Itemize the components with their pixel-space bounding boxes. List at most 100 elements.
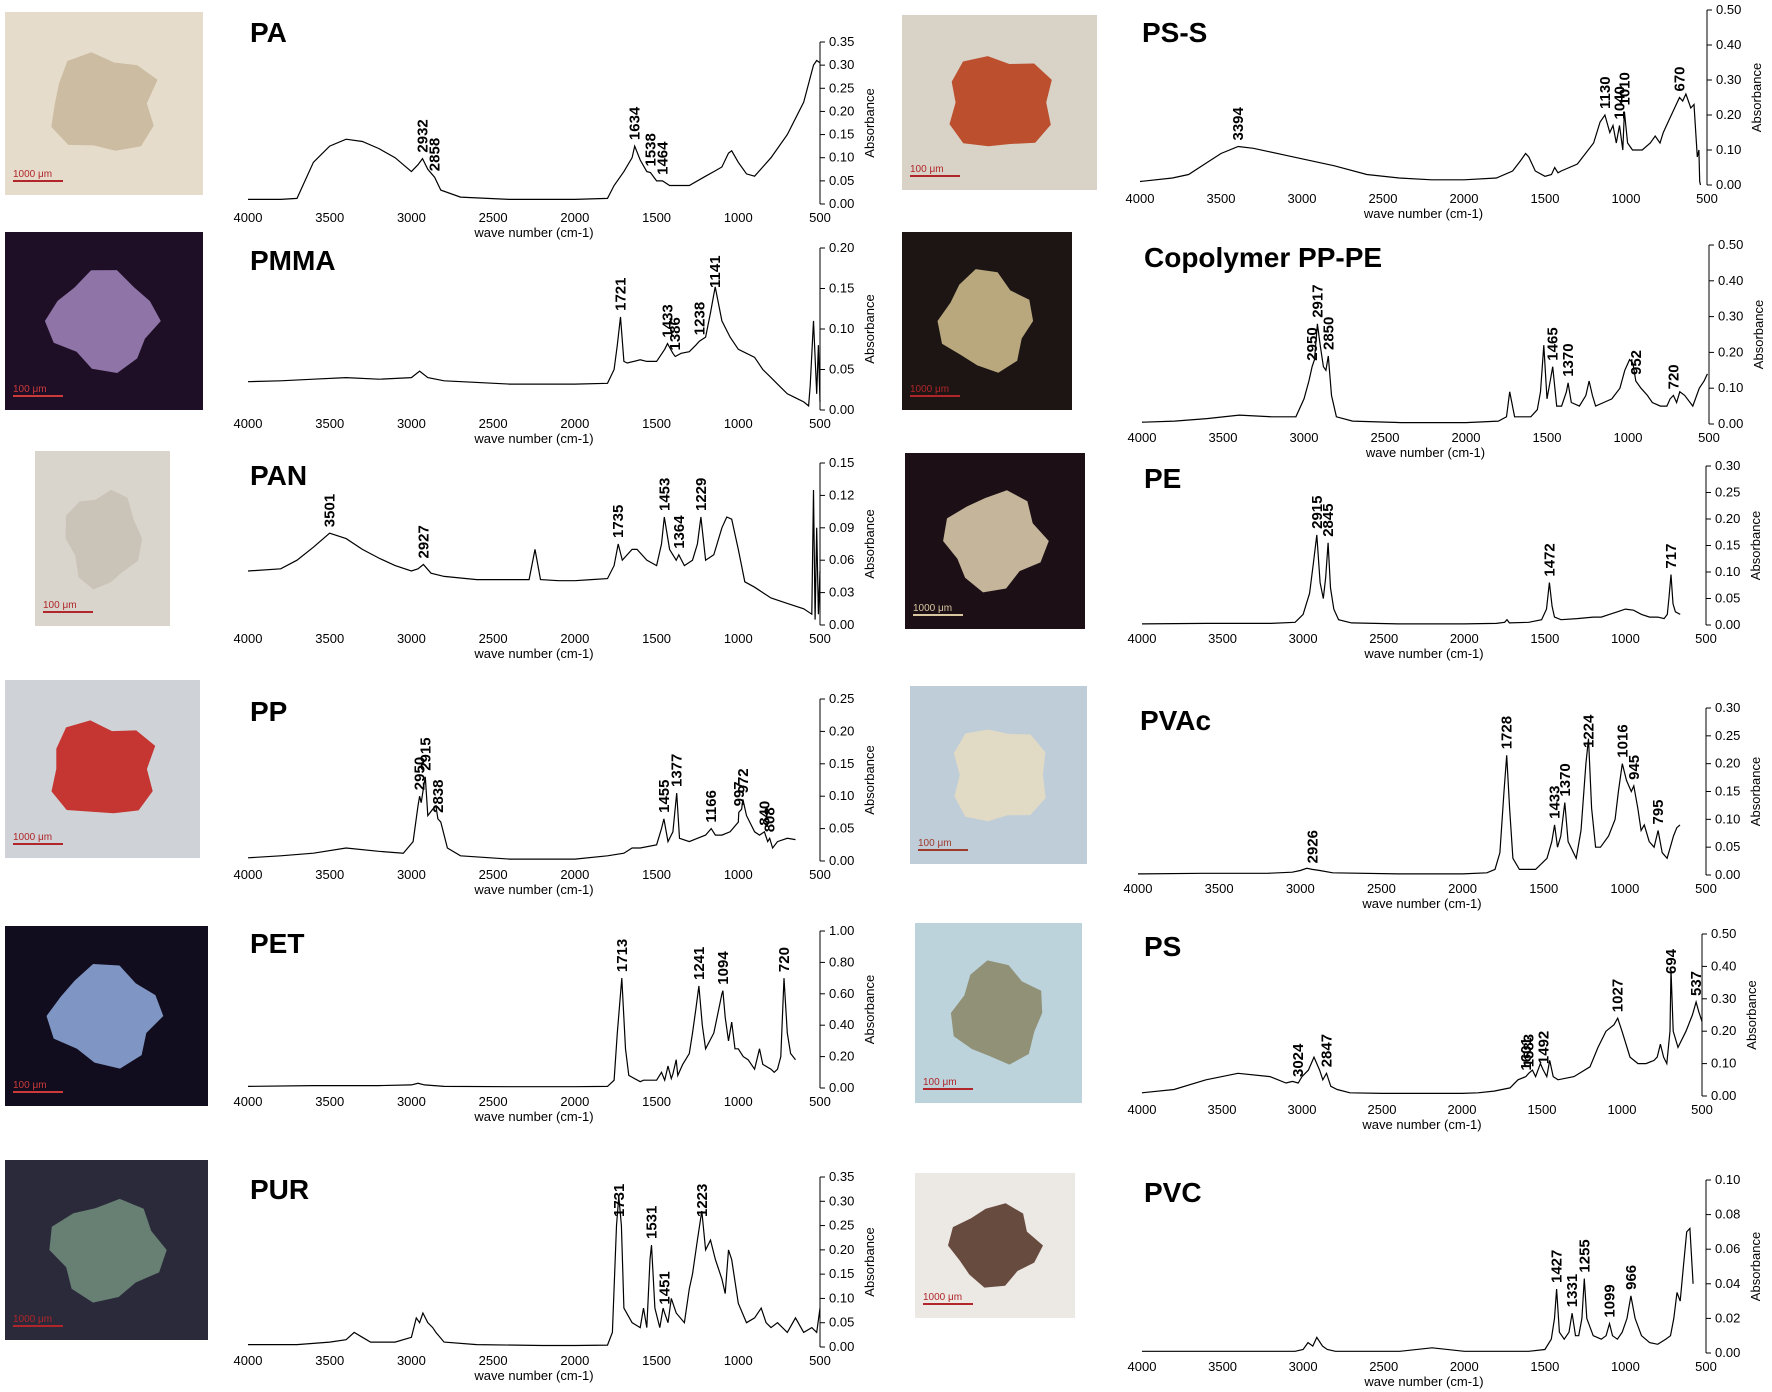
x-tick-label: 3000 bbox=[397, 1353, 426, 1368]
micrograph-pp: 1000 μm bbox=[5, 680, 200, 858]
peak-label: 1731 bbox=[611, 1184, 628, 1217]
x-tick-label: 3500 bbox=[1208, 1102, 1237, 1117]
micrograph-pet: 100 μm bbox=[5, 926, 208, 1106]
panel-title: PVC bbox=[1144, 1177, 1202, 1208]
y-tick-label: 0.05 bbox=[1715, 591, 1740, 606]
y-axis-label: Absorbance bbox=[1751, 300, 1766, 369]
x-tick-label: 3000 bbox=[1289, 631, 1318, 646]
micrograph-pa: 1000 μm bbox=[5, 12, 203, 195]
micrograph-copolymer-pp-pe: 1000 μm bbox=[902, 232, 1072, 410]
y-axis-label: Absorbance bbox=[862, 745, 877, 814]
spectrum-line bbox=[247, 286, 821, 408]
x-tick-label: 3000 bbox=[1286, 881, 1315, 896]
y-tick-label: 0.10 bbox=[1715, 564, 1740, 579]
x-axis-label: wave number (cm-1) bbox=[1363, 206, 1483, 221]
x-axis-label: wave number (cm-1) bbox=[473, 882, 593, 897]
y-axis-label: Absorbance bbox=[862, 975, 877, 1044]
y-axis-label: Absorbance bbox=[1749, 63, 1764, 132]
particle-shape bbox=[949, 56, 1052, 147]
micrograph-pe: 1000 μm bbox=[905, 453, 1085, 629]
x-tick-label: 500 bbox=[1695, 881, 1717, 896]
scale-bar-label: 1000 μm bbox=[13, 1314, 52, 1325]
y-tick-label: 0.10 bbox=[1716, 142, 1741, 157]
x-tick-label: 3000 bbox=[397, 631, 426, 646]
peak-label: 670 bbox=[1672, 66, 1689, 91]
spectrum-chart-pet: PET 0.00 0.20 0.40 0.60 0.80 1.00 Absorbance 400… bbox=[234, 923, 877, 1124]
y-tick-label: 0.08 bbox=[1715, 1207, 1740, 1222]
x-tick-label: 3500 bbox=[1208, 1359, 1237, 1374]
y-tick-label: 0.00 bbox=[829, 196, 854, 211]
x-tick-label: 1500 bbox=[642, 631, 671, 646]
x-tick-label: 4000 bbox=[1126, 191, 1155, 206]
y-tick-label: 0.20 bbox=[1711, 1023, 1736, 1038]
panel-title: PP bbox=[250, 696, 287, 727]
spectrum-line bbox=[247, 489, 821, 620]
spectrum-line bbox=[1142, 1226, 1694, 1352]
panel-title: PAN bbox=[250, 460, 307, 491]
peak-label: 808 bbox=[762, 807, 779, 832]
x-tick-label: 1000 bbox=[1612, 191, 1641, 206]
x-tick-label: 3500 bbox=[1208, 631, 1237, 646]
peak-label: 1601 bbox=[1518, 1037, 1535, 1070]
spectrum-chart-pmma: PMMA 0.00 0.05 0.10 0.15 0.20 Absorbance 4000 35… bbox=[234, 240, 877, 446]
x-tick-label: 4000 bbox=[234, 1353, 263, 1368]
x-tick-label: 2000 bbox=[560, 631, 589, 646]
y-axis-label: Absorbance bbox=[862, 294, 877, 363]
x-tick-label: 4000 bbox=[1128, 1102, 1157, 1117]
y-tick-label: 0.15 bbox=[829, 281, 854, 296]
x-tick-label: 2000 bbox=[560, 210, 589, 225]
x-tick-label: 1000 bbox=[1610, 881, 1639, 896]
x-tick-label: 4000 bbox=[1128, 1359, 1157, 1374]
x-tick-label: 1000 bbox=[724, 867, 753, 882]
x-tick-label: 2500 bbox=[479, 1353, 508, 1368]
x-tick-label: 1500 bbox=[1528, 1102, 1557, 1117]
y-tick-label: 0.30 bbox=[1711, 991, 1736, 1006]
y-tick-label: 0.12 bbox=[829, 487, 854, 502]
scale-bar-label: 100 μm bbox=[910, 164, 944, 175]
spectrum-chart-copolymer-pp-pe: Copolymer PP-PE 0.00 0.10 0.20 0.30 0.40 0.50 A… bbox=[1128, 237, 1766, 460]
panel-title: PVAc bbox=[1140, 705, 1211, 736]
x-axis-label: wave number (cm-1) bbox=[473, 1109, 593, 1124]
peak-label: 1331 bbox=[1564, 1274, 1581, 1307]
peak-label: 2850 bbox=[1320, 317, 1337, 350]
particle-shape bbox=[44, 270, 161, 373]
x-tick-label: 1000 bbox=[1608, 1102, 1637, 1117]
peak-label: 1241 bbox=[691, 947, 708, 980]
x-tick-label: 1500 bbox=[1533, 430, 1562, 445]
x-tick-label: 3000 bbox=[1289, 1359, 1318, 1374]
spectrum-chart-pe: PE 0.00 0.05 0.10 0.15 0.20 0.25 0.30 Absorbance… bbox=[1128, 458, 1763, 661]
y-tick-label: 0.25 bbox=[829, 1218, 854, 1233]
y-tick-label: 0.25 bbox=[1715, 485, 1740, 500]
peak-label: 1464 bbox=[655, 141, 672, 175]
y-tick-label: 0.30 bbox=[1715, 700, 1740, 715]
x-tick-label: 1000 bbox=[724, 1353, 753, 1368]
x-tick-label: 3500 bbox=[315, 1094, 344, 1109]
x-tick-label: 3500 bbox=[315, 210, 344, 225]
scale-bar-label: 100 μm bbox=[13, 384, 47, 395]
x-tick-label: 1000 bbox=[724, 1094, 753, 1109]
spectrum-line bbox=[248, 1196, 821, 1347]
x-tick-label: 2000 bbox=[1450, 191, 1479, 206]
x-tick-label: 2500 bbox=[1367, 881, 1396, 896]
particle-shape bbox=[51, 720, 156, 814]
y-tick-label: 0.30 bbox=[1715, 458, 1740, 473]
y-tick-label: 0.15 bbox=[1715, 784, 1740, 799]
peak-label: 1130 bbox=[1597, 76, 1614, 109]
peak-label: 1141 bbox=[707, 255, 724, 288]
scale-bar-label: 1000 μm bbox=[913, 603, 952, 614]
y-tick-label: 0.00 bbox=[1716, 177, 1741, 192]
scale-bar-label: 100 μm bbox=[43, 600, 77, 611]
x-tick-label: 4000 bbox=[234, 631, 263, 646]
peak-label: 694 bbox=[1663, 948, 1680, 974]
x-tick-label: 3500 bbox=[315, 631, 344, 646]
y-tick-label: 0.10 bbox=[1711, 1056, 1736, 1071]
peak-label: 1386 bbox=[667, 317, 684, 350]
y-tick-label: 0.00 bbox=[1715, 1345, 1740, 1360]
x-tick-label: 2500 bbox=[479, 1094, 508, 1109]
y-axis-label: Absorbance bbox=[1748, 511, 1763, 580]
peak-label: 2917 bbox=[1309, 284, 1326, 317]
panel-pp: 1000 μm PP 0.00 0.05 0.10 0.15 0.20 0.25 Absorba… bbox=[0, 680, 882, 912]
y-tick-label: 1.00 bbox=[829, 923, 854, 938]
y-tick-label: 0.50 bbox=[1716, 2, 1741, 17]
particle-shape bbox=[46, 964, 164, 1069]
